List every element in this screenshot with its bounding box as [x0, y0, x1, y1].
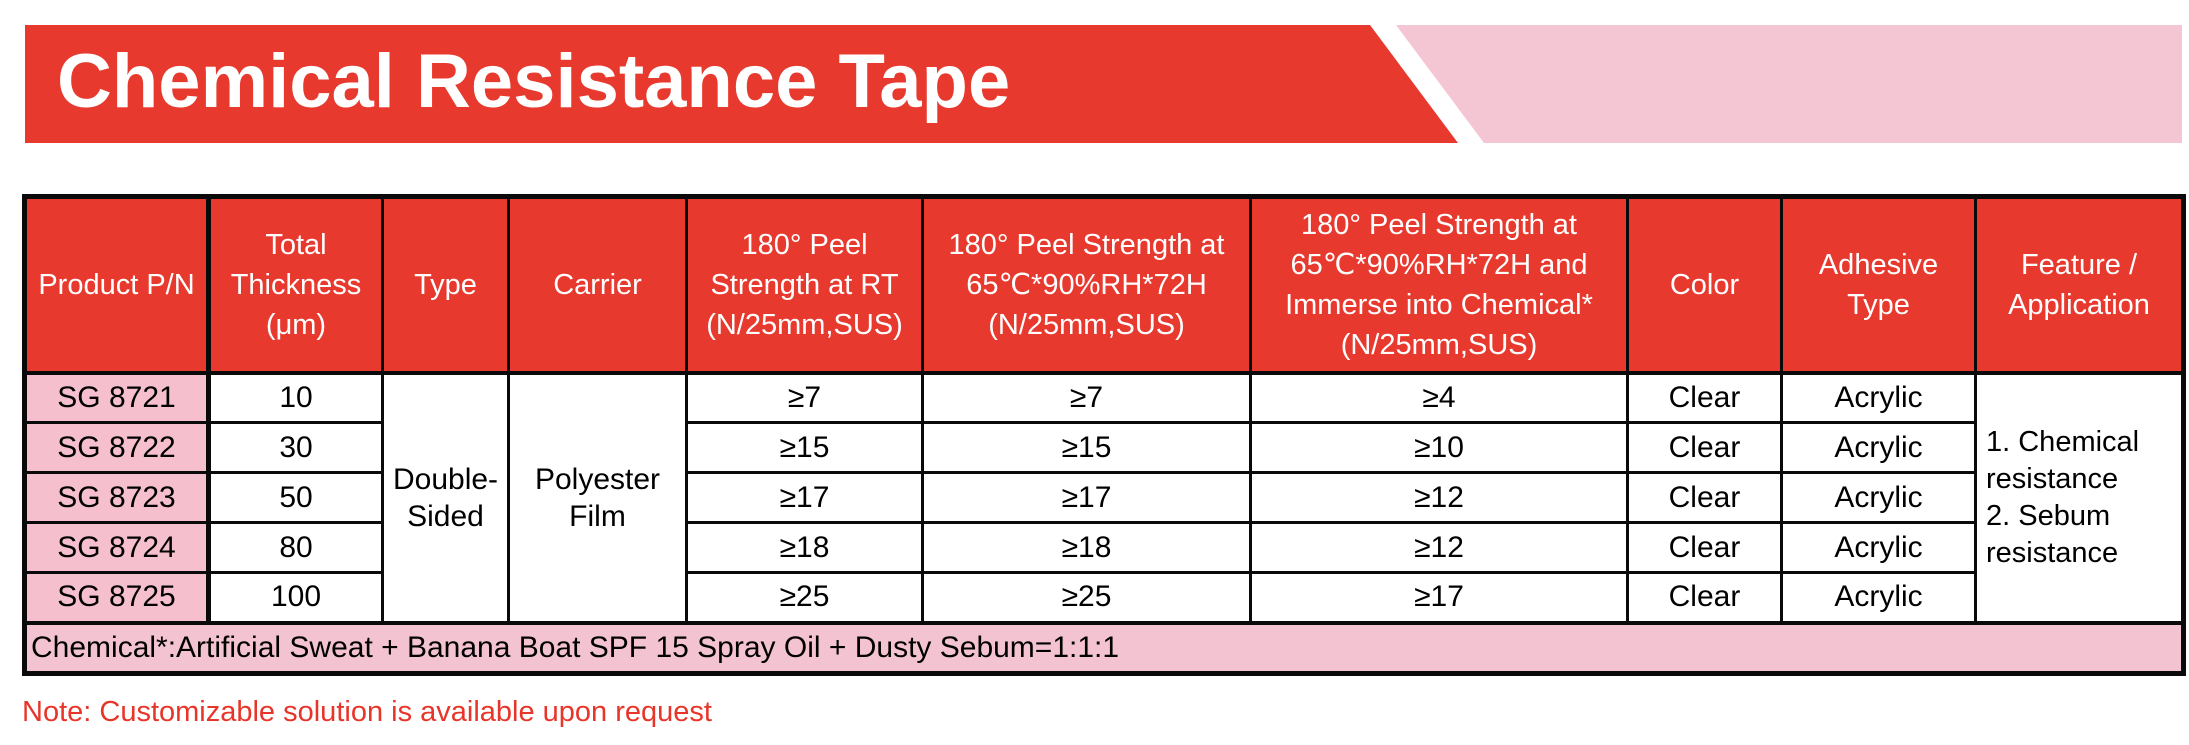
cell-peel-rt: ≥18: [685, 521, 924, 574]
cell-color: Clear: [1626, 421, 1783, 474]
col-header-total-thickness: Total Thickness (μm): [207, 195, 384, 375]
cell-peel-rt: ≥7: [685, 371, 924, 424]
cell-peel-65rh: ≥15: [921, 421, 1252, 474]
table-row: SG 8723 50 ≥17 ≥17 ≥12 Clear Acrylic: [23, 471, 2184, 524]
cell-thickness: 30: [207, 421, 384, 474]
cell-peel-chemical: ≥4: [1249, 371, 1629, 424]
col-header-product-pn: Product P/N: [23, 195, 211, 375]
cell-peel-65rh: ≥17: [921, 471, 1252, 524]
cell-product-pn: SG 8721: [23, 371, 211, 424]
cell-peel-65rh: ≥7: [921, 371, 1252, 424]
table-row: SG 8725 100 ≥25 ≥25 ≥17 Clear Acrylic: [23, 571, 2184, 624]
cell-peel-rt: ≥25: [685, 571, 924, 624]
cell-peel-chemical: ≥12: [1249, 471, 1629, 524]
banner-red-shape: [25, 25, 1458, 143]
cell-peel-rt: ≥17: [685, 471, 924, 524]
cell-peel-rt: ≥15: [685, 421, 924, 474]
table-row: SG 8721 10 Double-Sided Polyester Film ≥…: [23, 371, 2185, 624]
banner: Chemical Resistance Tape: [25, 25, 2182, 143]
feature-item: 1. Chemical resistance: [1986, 425, 2140, 495]
table-row: SG 8724 80 ≥18 ≥18 ≥12 Clear Acrylic: [23, 521, 2184, 574]
chemical-note-row: Chemical*:Artificial Sweat + Banana Boat…: [23, 620, 2185, 675]
cell-color: Clear: [1626, 471, 1783, 524]
col-header-peel-rt: 180° Peel Strength at RT (N/25mm,SUS): [685, 195, 924, 375]
cell-product-pn: SG 8722: [23, 421, 211, 474]
cell-thickness: 100: [207, 571, 384, 624]
cell-adhesive: Acrylic: [1780, 471, 1977, 524]
cell-thickness: 50: [207, 471, 384, 524]
spec-table: Product P/N Total Thickness (μm) Type Ca…: [22, 194, 2186, 676]
cell-peel-65rh: ≥18: [921, 521, 1252, 574]
cell-product-pn: SG 8723: [23, 471, 211, 524]
cell-peel-chemical: ≥12: [1249, 521, 1629, 574]
cell-color: Clear: [1626, 521, 1783, 574]
cell-type-merged: Double-Sided: [381, 371, 510, 624]
col-header-peel-chemical: 180° Peel Strength at 65℃*90%RH*72H and …: [1249, 195, 1629, 375]
col-header-peel-65rh: 180° Peel Strength at 65℃*90%RH*72H (N/2…: [921, 195, 1252, 375]
cell-adhesive: Acrylic: [1780, 521, 1977, 574]
table-row: SG 8722 30 ≥15 ≥15 ≥10 Clear Acrylic: [23, 421, 2184, 474]
cell-feature-merged: 1. Chemical resistance 2. Sebum resistan…: [1974, 371, 2185, 624]
note-text: Note: Customizable solution is available…: [22, 696, 712, 728]
cell-color: Clear: [1626, 371, 1783, 424]
chemical-note-cell: Chemical*:Artificial Sweat + Banana Boat…: [23, 620, 2185, 675]
cell-color: Clear: [1626, 571, 1783, 624]
cell-product-pn: SG 8724: [23, 521, 211, 574]
cell-thickness: 80: [207, 521, 384, 574]
banner-pink-shape: [1396, 25, 2182, 143]
header-row: Product P/N Total Thickness (μm) Type Ca…: [23, 195, 2185, 375]
cell-peel-chemical: ≥10: [1249, 421, 1629, 474]
feature-item: 2. Sebum resistance: [1986, 499, 2119, 569]
cell-adhesive: Acrylic: [1780, 571, 1977, 624]
cell-thickness: 10: [207, 371, 384, 424]
col-header-carrier: Carrier: [507, 195, 688, 375]
col-header-color: Color: [1626, 195, 1783, 375]
page-title: Chemical Resistance Tape: [57, 38, 1011, 124]
cell-carrier-merged: Polyester Film: [507, 371, 688, 624]
cell-peel-chemical: ≥17: [1249, 571, 1629, 624]
cell-adhesive: Acrylic: [1780, 371, 1977, 424]
col-header-adhesive-type: Adhesive Type: [1780, 195, 1977, 375]
cell-adhesive: Acrylic: [1780, 421, 1977, 474]
col-header-feature-application: Feature / Application: [1974, 195, 2185, 375]
col-header-type: Type: [381, 195, 510, 375]
cell-peel-65rh: ≥25: [921, 571, 1252, 624]
cell-product-pn: SG 8725: [23, 571, 211, 624]
